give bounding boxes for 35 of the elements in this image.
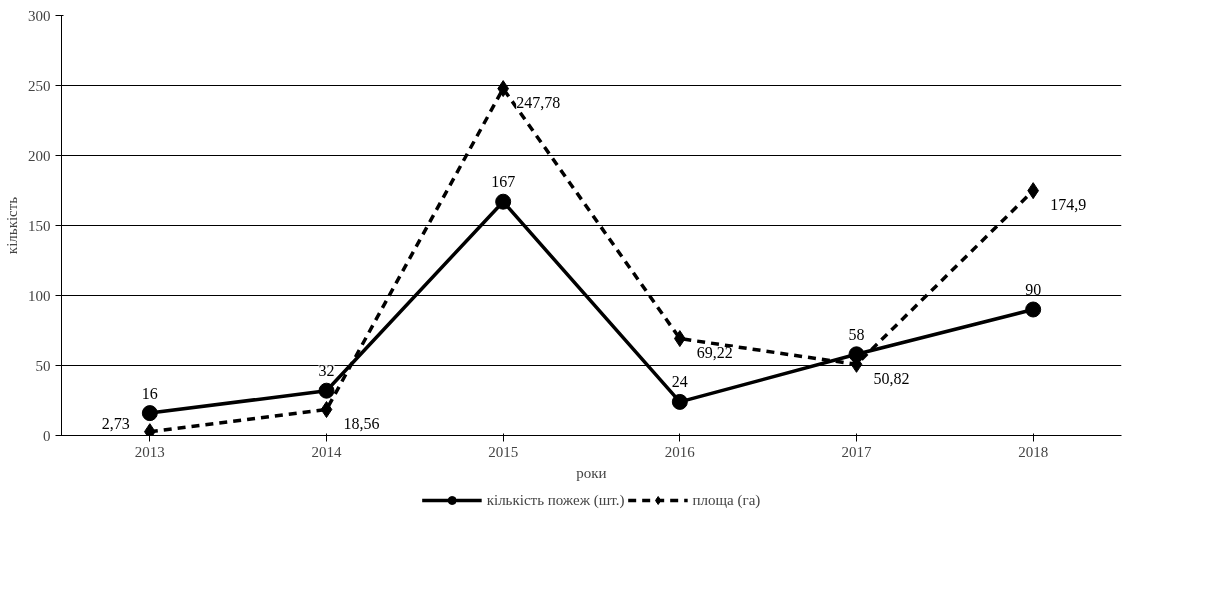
x-tick-label: 2013 xyxy=(134,443,165,460)
data-label: 24 xyxy=(671,373,688,391)
data-label: 167 xyxy=(491,173,516,191)
y-tick-label: 100 xyxy=(28,287,51,304)
data-label: 69,22 xyxy=(696,344,733,362)
data-label: 247,78 xyxy=(516,94,561,112)
x-axis-title: роки xyxy=(576,464,607,481)
x-tick-label: 2014 xyxy=(311,443,342,460)
data-label: 18,56 xyxy=(343,415,380,433)
data-label: 90 xyxy=(1025,281,1042,298)
y-tick-label: 0 xyxy=(43,427,51,444)
legend-label: площа (га) xyxy=(692,491,761,509)
data-label: 2,73 xyxy=(101,415,130,433)
data-label: 50,82 xyxy=(873,369,910,387)
x-tick-label: 2017 xyxy=(841,443,872,460)
y-tick-label: 150 xyxy=(28,217,51,234)
y-tick-label: 250 xyxy=(28,77,51,94)
y-tick-label: 300 xyxy=(28,7,51,24)
x-tick-label: 2015 xyxy=(488,443,519,460)
y-tick-label: 200 xyxy=(28,147,51,164)
point xyxy=(141,405,158,422)
point xyxy=(318,382,335,399)
point xyxy=(671,393,688,410)
data-label: 58 xyxy=(848,325,865,343)
data-label: 32 xyxy=(318,362,335,380)
x-tick-label: 2018 xyxy=(1018,443,1049,460)
point xyxy=(320,401,333,419)
data-label: 16 xyxy=(141,384,158,402)
point xyxy=(495,193,512,210)
point xyxy=(1025,301,1042,318)
legend-label: кількість пожеж (шт.) xyxy=(486,491,625,509)
x-tick-label: 2016 xyxy=(664,443,696,460)
data-label: 174,9 xyxy=(1050,196,1087,214)
y-tick-label: 50 xyxy=(35,357,51,374)
y-axis-title: кількість xyxy=(4,196,20,255)
